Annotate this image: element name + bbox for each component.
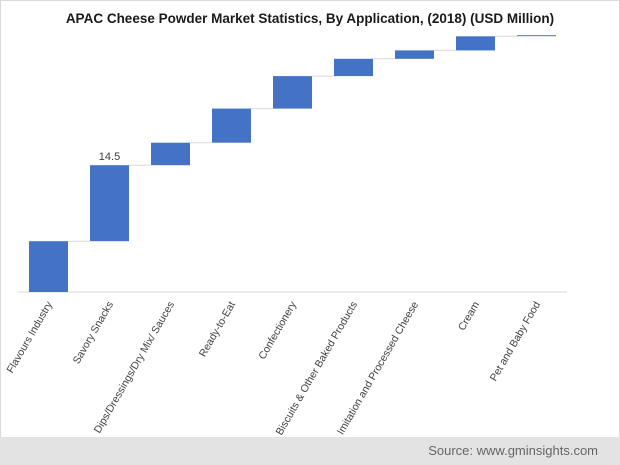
- bar-3: [212, 108, 251, 143]
- bar-2: [151, 142, 190, 166]
- x-tick-label-8: Pet and Baby Food: [488, 299, 543, 383]
- footer-bar: Source: www.gminsights.com: [0, 437, 620, 465]
- data-label-1: 14.5: [99, 151, 120, 163]
- bar-6: [395, 50, 434, 59]
- bar-1: [90, 165, 129, 242]
- source-text: Source: www.gminsights.com: [428, 443, 598, 458]
- bar-4: [273, 76, 312, 109]
- x-tick-label-4: Confectionery: [256, 299, 299, 362]
- x-tick-label-0: Flavours Industry: [4, 299, 55, 375]
- x-tick-label-7: Cream: [456, 299, 482, 333]
- x-tick-label-3: Ready-to-Eat: [197, 299, 238, 359]
- x-tick-label-1: Savory Snacks: [71, 300, 116, 367]
- chart-title: APAC Cheese Powder Market Statistics, By…: [65, 11, 555, 26]
- bar-7: [456, 36, 495, 51]
- bar-5: [334, 58, 373, 77]
- bar-0: [29, 241, 68, 292]
- bar-8: [517, 35, 556, 37]
